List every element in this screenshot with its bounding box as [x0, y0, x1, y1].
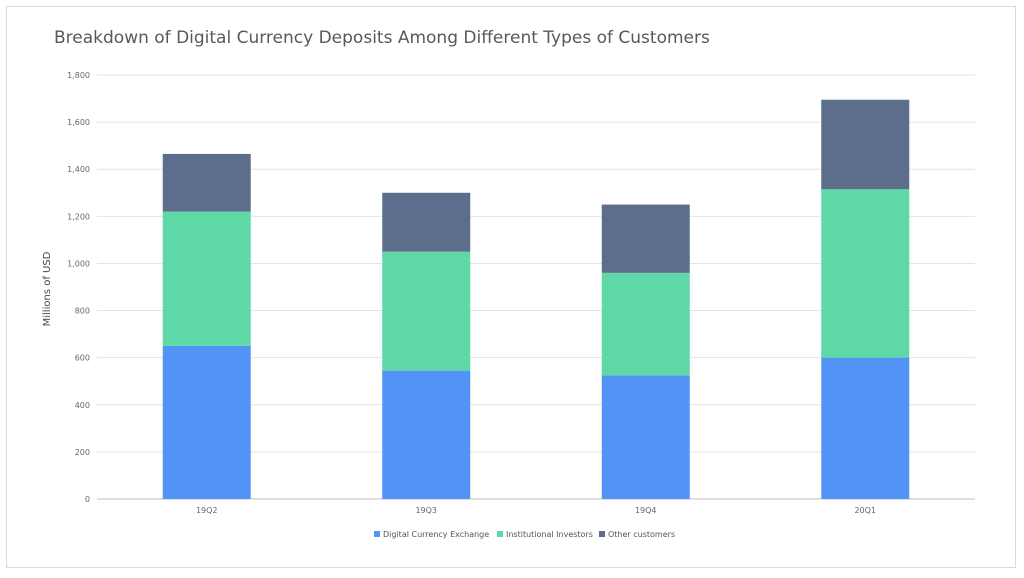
legend-label: Institutional Investors	[506, 530, 593, 539]
x-tick-label: 19Q2	[196, 506, 218, 515]
bar-20Q1-series-0	[821, 357, 910, 499]
legend-swatch	[599, 531, 605, 537]
y-tick-label: 1,800	[67, 71, 90, 80]
x-tick-label: 19Q4	[635, 506, 657, 515]
x-axis-ticks: 19Q2 19Q3 19Q4 20Q1	[196, 506, 876, 515]
y-tick-label: 800	[75, 307, 90, 316]
y-tick-label: 1,200	[67, 212, 90, 221]
bar-19Q4-series-0	[601, 375, 690, 499]
y-axis-label: Millions of USD	[42, 251, 53, 326]
x-tick-label: 20Q1	[854, 506, 876, 515]
legend-swatch	[497, 531, 503, 537]
y-tick-label: 1,600	[67, 118, 90, 127]
bar-19Q4-series-1	[601, 272, 690, 376]
bars	[162, 99, 910, 499]
legend-label: Digital Currency Exchange	[383, 530, 489, 539]
y-tick-label: 200	[75, 448, 90, 457]
bar-20Q1-series-1	[821, 189, 910, 358]
bar-19Q4-series-2	[601, 204, 690, 273]
chart-title: Breakdown of Digital Currency Deposits A…	[54, 28, 710, 48]
y-tick-label: 1,400	[67, 165, 90, 174]
legend-label: Other customers	[608, 530, 675, 539]
bar-19Q3-series-1	[382, 251, 471, 371]
legend-swatch	[374, 531, 380, 537]
y-tick-label: 400	[75, 401, 90, 410]
bar-19Q2-series-2	[162, 153, 251, 212]
bar-19Q3-series-2	[382, 192, 471, 252]
legend: Digital Currency Exchange Institutional I…	[374, 530, 675, 539]
bar-19Q2-series-0	[162, 345, 251, 499]
y-tick-label: 1,000	[67, 259, 90, 268]
y-tick-label: 0	[85, 495, 90, 504]
bar-19Q3-series-0	[382, 370, 471, 499]
x-tick-label: 19Q3	[415, 506, 437, 515]
bar-19Q2-series-1	[162, 211, 251, 346]
y-tick-label: 600	[75, 354, 90, 363]
bar-20Q1-series-2	[821, 99, 910, 190]
y-axis-ticks: 0 200 400 600 800 1,000 1,200 1,400 1,600 1,800	[67, 71, 90, 504]
